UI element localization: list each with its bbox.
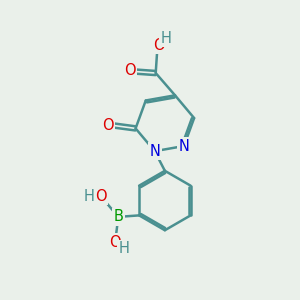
Text: H: H	[84, 189, 95, 204]
Text: N: N	[149, 144, 160, 159]
Text: N: N	[178, 139, 189, 154]
Text: O: O	[153, 38, 164, 53]
Text: H: H	[118, 242, 129, 256]
Text: H: H	[161, 31, 172, 46]
Text: O: O	[110, 235, 121, 250]
Text: O: O	[102, 118, 114, 133]
Text: O: O	[95, 189, 106, 204]
Text: O: O	[124, 63, 135, 78]
Text: B: B	[113, 209, 123, 224]
